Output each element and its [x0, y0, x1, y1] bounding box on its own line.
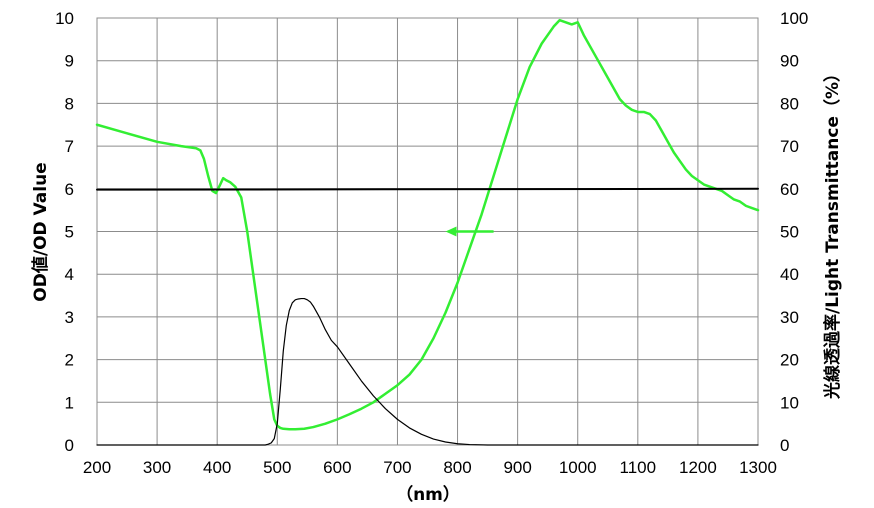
right-axis-ticks: 0 10 20 30 40 50 60 70 80 90 100 [780, 9, 808, 455]
left-tick-label: 6 [65, 180, 74, 199]
left-tick-label: 1 [65, 393, 74, 412]
series-group [95, 18, 760, 446]
left-axis-ticks: 0 1 2 3 4 5 6 7 8 9 10 [55, 9, 74, 455]
left-tick-label: 4 [65, 265, 74, 284]
right-tick-label: 40 [780, 265, 799, 284]
right-tick-label: 10 [780, 393, 799, 412]
left-tick-label: 2 [65, 351, 74, 370]
right-tick-label: 50 [780, 223, 799, 242]
right-tick-label: 0 [780, 436, 789, 455]
plot-area-border [96, 17, 759, 446]
right-tick-label: 100 [780, 9, 808, 28]
left-tick-label: 10 [55, 9, 74, 28]
x-tick-label: 500 [263, 458, 291, 477]
x-tick-label: 400 [203, 458, 231, 477]
right-axis-title: 光線透過率/Light Transmittance（%） [822, 65, 843, 400]
series-line-1 [96, 297, 759, 446]
x-axis-ticks: 200 300 400 500 600 700 800 900 1000 1100 1200 1300 [83, 458, 777, 477]
x-tick-label: 200 [83, 458, 111, 477]
right-tick-label: 20 [780, 351, 799, 370]
annotations [445, 226, 494, 237]
left-tick-label: 5 [65, 223, 74, 242]
arrow-head-icon [445, 226, 457, 237]
left-tick-label: 9 [65, 52, 74, 71]
x-tick-label: 800 [443, 458, 471, 477]
x-tick-label: 1100 [620, 458, 657, 477]
right-tick-label: 80 [780, 94, 799, 113]
left-axis-title: OD値/OD Value [30, 162, 51, 301]
series-line-2 [96, 187, 759, 191]
x-tick-label: 300 [143, 458, 171, 477]
right-tick-label: 30 [780, 308, 799, 327]
x-tick-label: 900 [503, 458, 531, 477]
x-tick-label: 700 [383, 458, 411, 477]
x-tick-label: 1200 [679, 458, 717, 477]
right-tick-label: 90 [780, 52, 799, 71]
x-tick-label: 1300 [739, 458, 777, 477]
left-tick-label: 3 [65, 308, 74, 327]
grid [96, 17, 759, 446]
series-line-0 [95, 18, 760, 431]
right-tick-label: 70 [780, 137, 799, 156]
left-tick-label: 8 [65, 94, 74, 113]
left-tick-label: 0 [65, 436, 74, 455]
left-tick-label: 7 [65, 137, 74, 156]
x-tick-label: 600 [323, 458, 351, 477]
right-tick-label: 60 [780, 180, 799, 199]
x-axis-title: （nm） [396, 484, 460, 505]
x-tick-label: 1000 [559, 458, 597, 477]
